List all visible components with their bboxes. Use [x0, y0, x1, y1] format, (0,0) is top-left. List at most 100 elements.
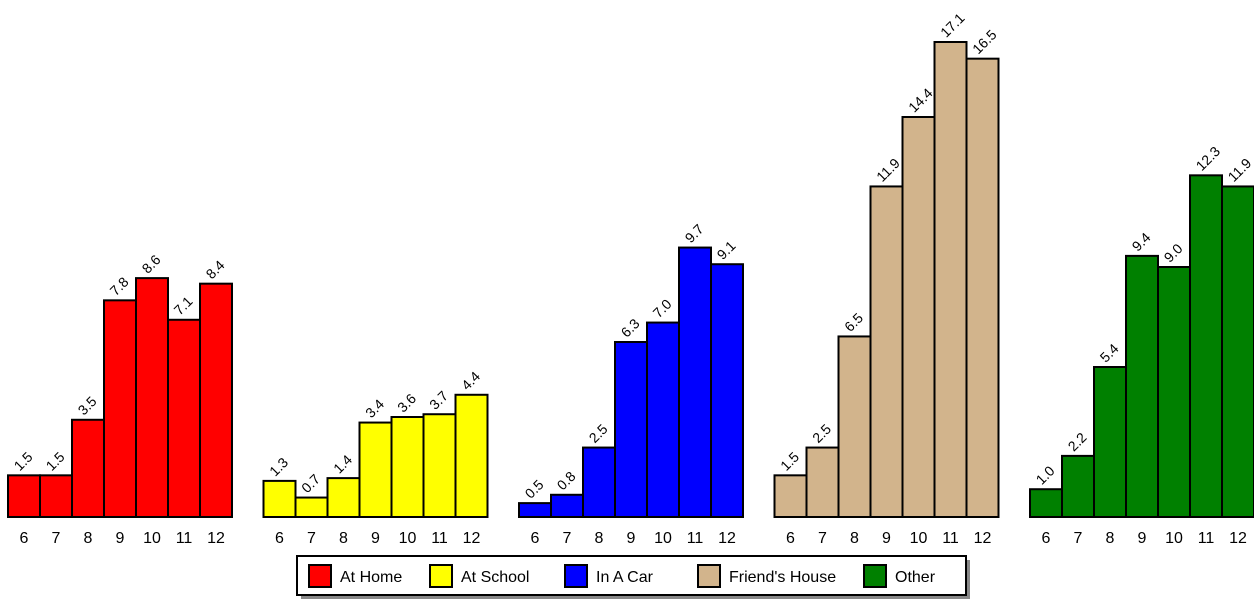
value-label: 9.7 [682, 221, 707, 246]
value-label: 14.4 [905, 85, 936, 116]
legend-swatch [697, 564, 721, 588]
value-label: 7.1 [171, 293, 196, 318]
bar [1157, 266, 1191, 518]
value-label: 3.7 [426, 387, 451, 412]
x-tick-label: 9 [627, 530, 636, 547]
bar [422, 413, 457, 519]
x-tick-label: 9 [116, 530, 125, 547]
value-label: 1.3 [266, 454, 291, 479]
x-tick-label: 6 [786, 530, 795, 547]
value-label: 6.5 [841, 310, 866, 335]
x-tick-label: 9 [371, 530, 380, 547]
value-label: 17.1 [937, 10, 968, 41]
value-label: 2.2 [1065, 429, 1090, 454]
value-label: 11.9 [1225, 155, 1254, 185]
legend-swatch [863, 564, 887, 588]
value-label: 1.0 [1033, 462, 1058, 487]
legend-label: Other [895, 569, 936, 586]
bar [710, 263, 744, 518]
bar [518, 502, 552, 519]
legend-swatch [308, 564, 332, 588]
x-tick-label: 8 [1106, 530, 1115, 547]
value-label: 1.5 [777, 448, 802, 473]
x-tick-label: 10 [654, 530, 672, 547]
bar [1061, 454, 1095, 518]
value-label: 8.6 [139, 251, 164, 276]
value-label: 5.4 [1097, 340, 1122, 365]
x-tick-label: 8 [595, 530, 604, 547]
value-label: 9.4 [1129, 229, 1154, 254]
x-tick-label: 7 [818, 530, 827, 547]
value-label: 1.4 [330, 451, 355, 476]
bar [199, 282, 233, 518]
x-tick-label: 12 [463, 530, 481, 547]
x-tick-label: 11 [176, 530, 193, 547]
x-tick-label: 11 [1198, 530, 1215, 547]
bar [1125, 254, 1159, 518]
bar [103, 299, 137, 519]
bar [582, 446, 616, 518]
legend-label: At Home [340, 569, 402, 586]
x-tick-label: 10 [910, 530, 928, 547]
bar [294, 496, 329, 518]
bar [646, 321, 680, 518]
x-tick-label: 11 [942, 530, 959, 547]
bar [390, 416, 425, 518]
value-label: 16.5 [969, 26, 1000, 57]
bar [262, 479, 297, 518]
bar [1221, 185, 1254, 518]
legend-label: At School [461, 569, 529, 586]
bar [901, 116, 936, 518]
value-label: 3.4 [362, 396, 387, 421]
x-tick-label: 6 [1042, 530, 1051, 547]
x-tick-label: 9 [1138, 530, 1147, 547]
x-tick-label: 7 [307, 530, 316, 547]
bar [678, 246, 712, 519]
value-label: 0.5 [522, 476, 547, 501]
legend-swatch [429, 564, 453, 588]
x-tick-label: 6 [20, 530, 29, 547]
legend-label: Friend's House [729, 569, 836, 586]
bar [1093, 366, 1127, 518]
x-tick-label: 8 [850, 530, 859, 547]
legend-label: In A Car [596, 569, 654, 586]
bar [326, 477, 361, 519]
x-tick-label: 9 [882, 530, 891, 547]
x-tick-label: 12 [974, 530, 992, 547]
x-tick-label: 12 [718, 530, 736, 547]
value-label: 1.5 [43, 448, 68, 473]
bar [167, 318, 201, 518]
value-label: 7.0 [650, 296, 675, 321]
x-tick-label: 6 [275, 530, 284, 547]
x-tick-label: 12 [207, 530, 225, 547]
x-tick-label: 8 [339, 530, 348, 547]
bar [965, 57, 1000, 519]
x-tick-label: 6 [531, 530, 540, 547]
value-label: 0.7 [298, 471, 323, 496]
value-label: 2.5 [586, 421, 611, 446]
value-label: 9.0 [1161, 240, 1186, 265]
bar [39, 474, 73, 519]
bar [550, 493, 584, 518]
x-tick-label: 7 [52, 530, 61, 547]
value-label: 11.9 [873, 155, 903, 185]
bar [1029, 488, 1063, 519]
legend [296, 555, 967, 596]
bar [135, 277, 169, 518]
bar [71, 418, 105, 518]
x-tick-label: 8 [84, 530, 93, 547]
x-tick-label: 7 [1074, 530, 1083, 547]
x-tick-label: 11 [431, 530, 448, 547]
bar [869, 185, 904, 518]
x-tick-label: 7 [563, 530, 572, 547]
value-label: 12.3 [1193, 143, 1224, 174]
bar [933, 41, 968, 518]
value-label: 9.1 [714, 237, 739, 262]
x-tick-label: 10 [399, 530, 417, 547]
value-label: 1.5 [11, 448, 36, 473]
value-label: 8.4 [203, 257, 228, 282]
bar [805, 446, 840, 518]
bar [1189, 174, 1223, 518]
value-label: 0.8 [554, 468, 579, 493]
